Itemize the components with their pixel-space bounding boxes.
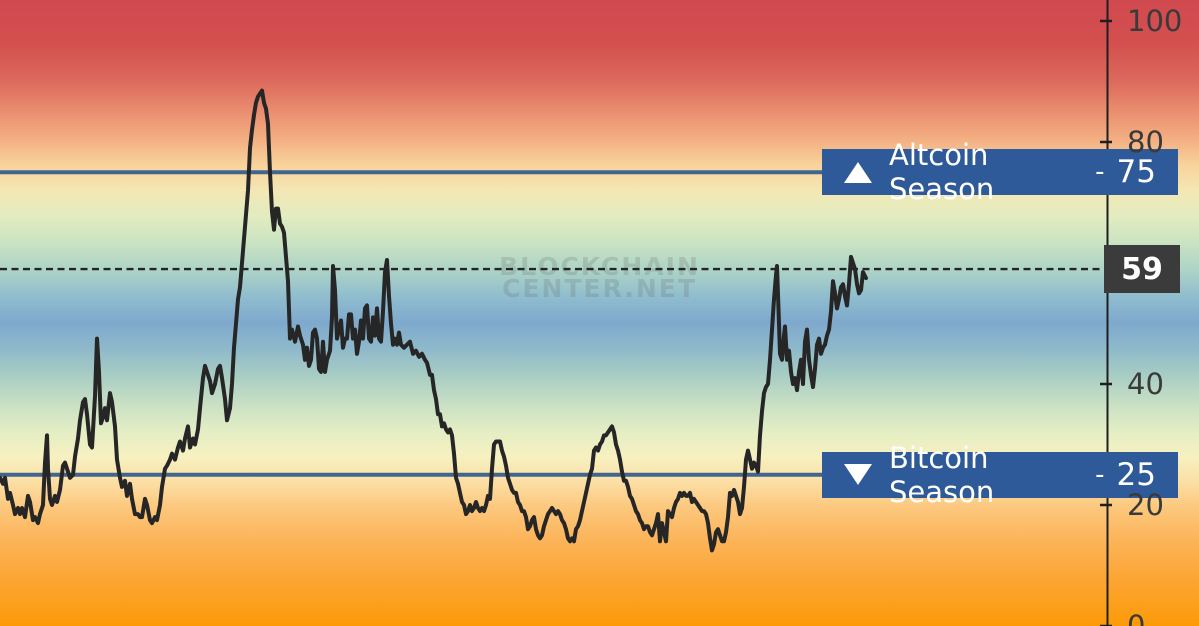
- current-value-badge: 59: [1104, 245, 1180, 294]
- current-value-text: 59: [1121, 251, 1163, 287]
- bitcoin-season-text: Bitcoin Season: [889, 440, 995, 509]
- y-axis-tick-label-80: 80: [1127, 125, 1164, 159]
- y-axis-tick-label-20: 20: [1127, 488, 1164, 522]
- altcoin-threshold-value: 75: [1116, 154, 1156, 191]
- index-line-series: [0, 88, 868, 553]
- triangle-up-icon: [844, 161, 872, 183]
- altcoin-season-label: Altcoin Season - 75: [822, 138, 1178, 206]
- altcoin-threshold-separator: -: [1095, 157, 1105, 188]
- bitcoin-season-label: Bitcoin Season - 25: [822, 441, 1178, 509]
- y-axis-tick-label-40: 40: [1127, 367, 1164, 401]
- bitcoin-threshold-separator: -: [1095, 459, 1105, 490]
- bitcoin-threshold-value: 25: [1116, 456, 1156, 493]
- y-axis-tick-label-0: 0: [1127, 609, 1146, 626]
- triangle-down-icon: [844, 464, 872, 486]
- y-axis-tick-label-100: 100: [1127, 4, 1183, 38]
- altcoin-season-text: Altcoin Season: [889, 138, 995, 207]
